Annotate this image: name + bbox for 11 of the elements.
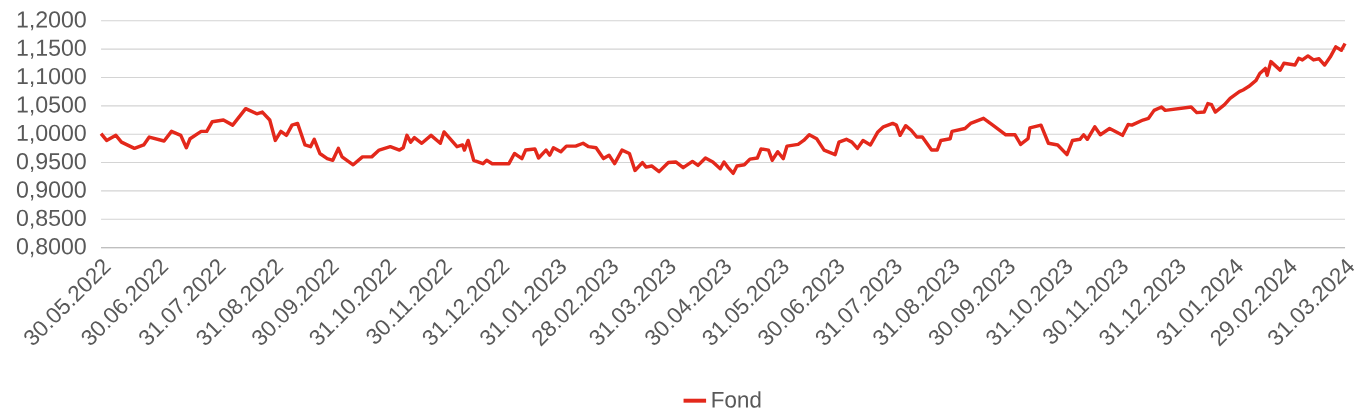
y-tick-label: 0,8000: [16, 238, 86, 258]
y-tick-label: 0,8500: [16, 209, 86, 230]
y-tick-label: 1,0000: [17, 124, 86, 144]
y-tick-label: 1,1500: [17, 39, 86, 59]
y-tick-label: 1,0500: [17, 96, 86, 116]
legend-label: Fond: [712, 391, 761, 408]
y-tick-label: 1,2000: [17, 11, 86, 31]
y-tick-label: 0,9500: [16, 153, 86, 173]
y-tick-label: 1,1000: [17, 68, 86, 88]
line-series: [99, 42, 1347, 176]
y-tick-label: 0,9000: [16, 181, 86, 201]
